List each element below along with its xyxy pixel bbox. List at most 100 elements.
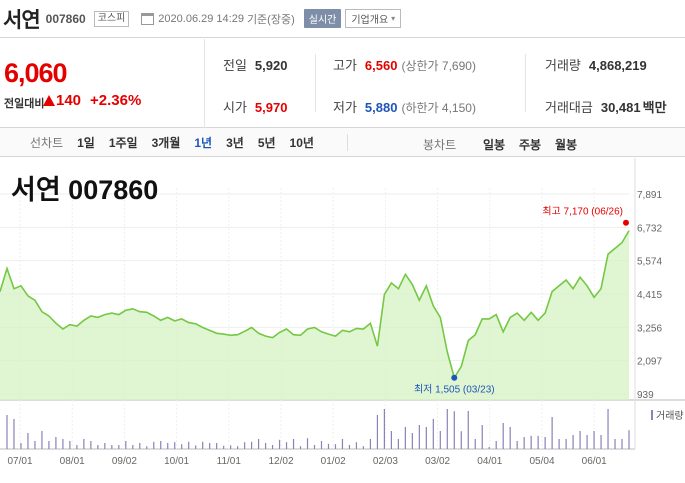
change-amount: 140 (56, 92, 82, 109)
volume-bar (299, 446, 302, 449)
price-area (0, 230, 629, 400)
volume-bar (257, 439, 260, 449)
tab-1w[interactable]: 1주일 (108, 135, 138, 150)
volume-bar (341, 439, 344, 449)
volume-bar (139, 443, 141, 449)
volume-bar (383, 409, 385, 449)
volume-bar (495, 441, 497, 449)
volume-bar (362, 446, 365, 449)
tab-3y[interactable]: 3년 (226, 135, 244, 150)
volume-bar (467, 411, 469, 449)
volume-bar (160, 441, 162, 449)
volume-bar (216, 443, 218, 449)
open-cell: 시가 5,970 (223, 97, 287, 116)
volume-bar (376, 415, 378, 449)
low-cell: 저가 5,880 (하한가 4,150) (333, 97, 476, 116)
volume-bar (48, 441, 50, 449)
volume-bar (404, 427, 406, 449)
volume-bar (146, 446, 148, 449)
chart-overlay-title: 서연 007860 (11, 175, 159, 205)
chevron-down-icon: ▾ (391, 14, 396, 23)
volume-bar (481, 425, 483, 449)
company-overview-button[interactable]: 기업개요 ▾ (345, 9, 402, 28)
divider (525, 54, 526, 112)
volume-bar (327, 443, 330, 449)
volume-bar (432, 419, 434, 449)
x-tick-label: 08/01 (60, 456, 85, 467)
volume-legend-icon (651, 410, 653, 420)
low-label: 저가 (333, 100, 357, 115)
volume-bar (111, 445, 113, 449)
low-marker-dot (451, 374, 458, 381)
volume-bar (593, 431, 595, 449)
tab-5y[interactable]: 5년 (257, 135, 276, 150)
divider (315, 54, 316, 112)
volume-bar (425, 427, 427, 449)
volume-bar (174, 442, 176, 449)
realtime-button[interactable]: 실시간 (303, 9, 342, 28)
volume-bar (181, 444, 183, 449)
volume-bar (614, 439, 616, 449)
volume-bar (55, 437, 57, 449)
tab-weekly[interactable]: 주봉 (519, 138, 542, 152)
volume-bar (348, 445, 351, 449)
lower-limit: (하한가 4,150) (401, 101, 476, 115)
divider (347, 134, 348, 151)
volume-bar (551, 417, 553, 449)
volume-cell: 거래량 4,868,219 (545, 55, 647, 74)
volume-bar (125, 441, 127, 449)
volume-bar (83, 439, 85, 449)
volume-bar (6, 415, 8, 449)
volume-bar (41, 431, 43, 449)
high-value: 6,560 (364, 58, 398, 73)
volume-bar (62, 439, 64, 449)
volume-bar (195, 445, 197, 449)
volume-bar (34, 441, 36, 449)
chart-svg: 939 2,097 3,256 4,415 5,574 6,732 7,891 07/01 0… (0, 158, 685, 467)
tab-1d[interactable]: 1일 (77, 135, 95, 150)
volume-bar (202, 441, 204, 449)
prev-close-value: 5,920 (254, 58, 288, 73)
tab-1y[interactable]: 1년 (194, 135, 213, 150)
volume-bar (586, 435, 588, 449)
volume-bar (509, 427, 511, 449)
y-tick-label: 7,891 (637, 190, 662, 201)
volume-bar (251, 441, 253, 449)
volume-bar (264, 443, 267, 449)
tab-10y[interactable]: 10년 (289, 135, 314, 150)
quote-panel: 6,060 전일대비 140 +2.36% 전일 5,920 고가 6,560 … (0, 39, 685, 128)
volume-bar (292, 439, 295, 449)
amount-cell: 거래대금 30,481 백만 (545, 97, 667, 116)
volume-bar (90, 441, 92, 449)
stock-code: 007860 (45, 11, 86, 26)
volume-bar (600, 435, 602, 449)
volume-bar (530, 435, 532, 449)
tab-daily[interactable]: 일봉 (483, 138, 506, 152)
y-tick-label: 939 (637, 390, 654, 401)
x-tick-label: 10/01 (164, 456, 189, 467)
volume-bar (460, 431, 462, 449)
volume-bar (237, 446, 239, 449)
x-tick-label: 07/01 (7, 456, 32, 467)
tab-3m[interactable]: 3개월 (151, 135, 181, 150)
y-tick-label: 4,415 (637, 290, 662, 301)
up-arrow-icon (43, 95, 55, 106)
volume-bar (621, 439, 623, 449)
volume-bar (118, 445, 120, 449)
amount-unit: 백만 (642, 100, 667, 115)
y-tick-label: 5,574 (637, 257, 662, 268)
volume-bar (153, 441, 155, 449)
volume-bar (516, 441, 518, 449)
company-overview-label: 기업개요 (351, 15, 389, 26)
tab-monthly[interactable]: 월봉 (555, 138, 578, 152)
y-tick-label: 2,097 (637, 357, 662, 368)
volume-bar (278, 439, 281, 449)
amount-label: 거래대금 (545, 100, 593, 115)
volume-bar (230, 445, 232, 449)
open-value: 5,970 (254, 100, 288, 115)
volume-bar (572, 435, 574, 449)
volume-bar (488, 447, 490, 449)
x-tick-label: 03/02 (425, 456, 450, 467)
high-cell: 고가 6,560 (상한가 7,690) (333, 55, 476, 74)
change-label: 전일대비 (4, 98, 45, 110)
